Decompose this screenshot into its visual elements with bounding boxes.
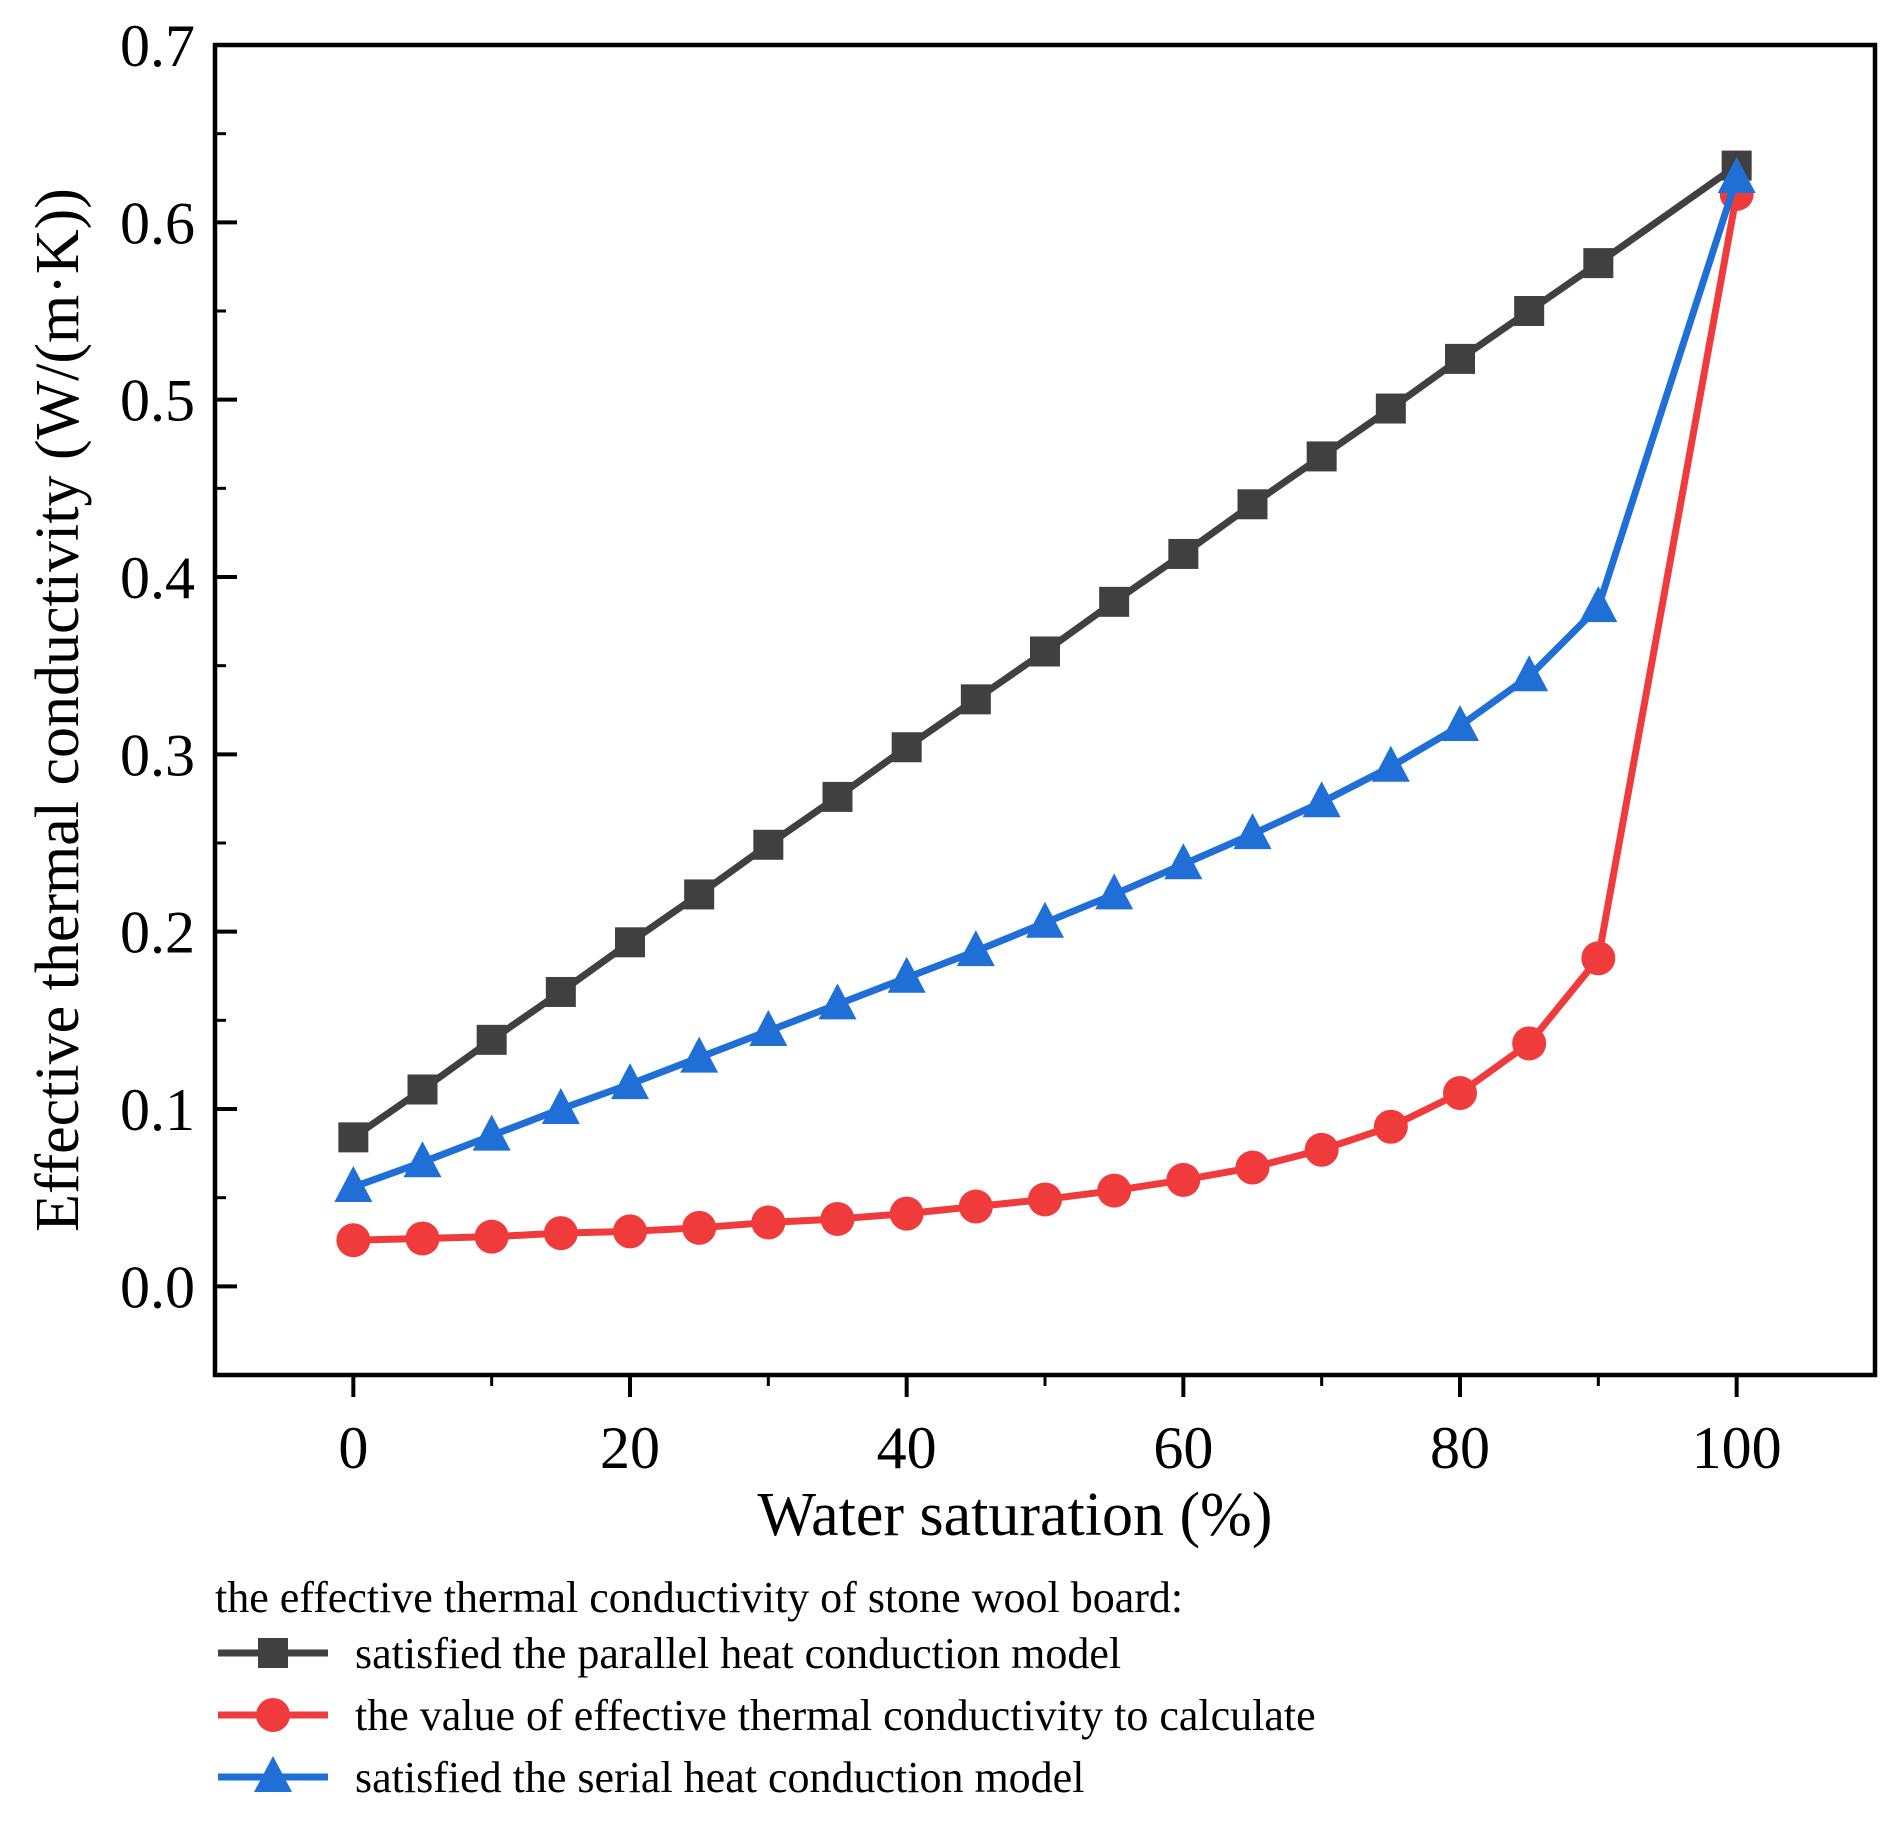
data-point-circle xyxy=(543,1216,578,1251)
x-tick-label: 100 xyxy=(1692,1415,1782,1481)
data-point-triangle xyxy=(472,1114,511,1151)
data-point-square xyxy=(1445,343,1475,374)
data-point-triangle xyxy=(1026,901,1064,938)
legend-item: satisfied the parallel heat conduction m… xyxy=(218,1629,1121,1678)
data-point-circle xyxy=(474,1219,509,1254)
data-point-triangle xyxy=(1371,745,1410,782)
data-point-triangle xyxy=(611,1063,649,1100)
y-tick-label: 0.0 xyxy=(120,1254,195,1320)
legend-marker-square xyxy=(258,1638,288,1668)
series-square xyxy=(338,150,1752,1153)
data-point-square xyxy=(1514,296,1545,326)
x-tick-label: 80 xyxy=(1430,1415,1490,1481)
data-point-square xyxy=(684,879,715,910)
legend-marker-circle xyxy=(256,1698,290,1732)
data-point-square xyxy=(1237,489,1268,520)
legend-item: the value of effective thermal conductiv… xyxy=(218,1691,1316,1740)
series-triangle xyxy=(334,157,1756,1203)
series-layer xyxy=(334,150,1756,1258)
y-tick-label: 0.5 xyxy=(120,368,195,434)
y-tick-label: 0.3 xyxy=(120,722,195,788)
data-point-circle xyxy=(820,1201,855,1236)
legend-label: satisfied the serial heat conduction mod… xyxy=(355,1753,1084,1802)
x-axis-label: Water saturation (%) xyxy=(758,1481,1273,1549)
data-point-circle xyxy=(1443,1076,1477,1111)
data-point-circle xyxy=(958,1189,993,1224)
data-point-square xyxy=(407,1074,438,1105)
y-tick-label: 0.6 xyxy=(120,190,195,256)
data-point-square xyxy=(1375,393,1406,424)
data-point-square xyxy=(338,1122,369,1153)
series-line xyxy=(353,193,1741,1244)
data-point-triangle xyxy=(1164,843,1203,880)
y-tick-label: 0.2 xyxy=(120,900,195,966)
data-point-circle xyxy=(1304,1132,1339,1167)
data-point-square xyxy=(1306,441,1337,472)
y-tick-label: 0.1 xyxy=(120,1077,195,1143)
x-tick-label: 40 xyxy=(877,1415,937,1481)
data-point-triangle xyxy=(956,930,995,967)
data-point-triangle xyxy=(541,1088,580,1124)
data-point-triangle xyxy=(403,1141,442,1178)
data-point-square xyxy=(822,781,853,812)
data-point-square xyxy=(476,1024,507,1055)
data-point-triangle xyxy=(1510,655,1549,692)
data-point-circle xyxy=(1581,941,1616,976)
data-point-square xyxy=(545,976,576,1007)
data-point-square xyxy=(960,684,991,715)
data-point-triangle xyxy=(1579,586,1618,623)
x-tick-label: 60 xyxy=(1153,1415,1213,1481)
data-point-square xyxy=(1168,538,1199,569)
data-point-square xyxy=(1583,248,1614,279)
data-point-triangle xyxy=(1441,704,1479,741)
legend-item: satisfied the serial heat conduction mod… xyxy=(218,1753,1084,1802)
legend: the effective thermal conductivity of st… xyxy=(215,1573,1316,1802)
series-circle xyxy=(336,176,1754,1258)
legend-marker-triangle xyxy=(254,1756,292,1792)
legend-label: satisfied the parallel heat conduction m… xyxy=(355,1629,1121,1678)
data-point-square xyxy=(891,732,922,763)
y-axis-ticks: 0.0 0.1 0.2 0.3 0.4 0.5 0.6 0.7 xyxy=(120,13,237,1320)
data-point-triangle xyxy=(818,983,857,1020)
data-point-circle xyxy=(1373,1109,1408,1144)
data-point-circle xyxy=(1166,1162,1201,1197)
y-axis-label: Effective thermal conductivity (W/(m·K)) xyxy=(24,188,92,1232)
data-point-triangle xyxy=(1095,873,1134,910)
data-point-triangle xyxy=(334,1166,373,1203)
data-point-square xyxy=(1030,636,1060,667)
y-tick-label: 0.4 xyxy=(120,545,195,611)
data-point-circle xyxy=(336,1223,371,1258)
x-axis-ticks: 0 20 40 60 80 100 xyxy=(338,1375,1782,1481)
data-point-circle xyxy=(1097,1173,1132,1208)
x-tick-label: 0 xyxy=(338,1415,368,1481)
data-point-circle xyxy=(1028,1182,1062,1217)
data-point-triangle xyxy=(1233,813,1272,850)
data-point-circle xyxy=(751,1205,786,1240)
data-point-square xyxy=(1099,586,1130,617)
data-point-triangle xyxy=(749,1009,788,1046)
data-point-circle xyxy=(682,1210,717,1245)
data-point-triangle xyxy=(680,1036,719,1073)
data-point-triangle xyxy=(1717,157,1756,193)
x-tick-label: 20 xyxy=(600,1415,660,1481)
data-point-triangle xyxy=(887,956,926,993)
data-point-circle xyxy=(405,1221,440,1256)
data-point-triangle xyxy=(1302,781,1341,818)
data-point-circle xyxy=(889,1196,924,1231)
data-point-square xyxy=(615,927,645,958)
y-tick-label: 0.7 xyxy=(120,13,195,79)
data-point-circle xyxy=(1235,1150,1270,1185)
data-point-square xyxy=(753,829,784,860)
data-point-circle xyxy=(1512,1026,1547,1061)
data-point-circle xyxy=(613,1214,647,1249)
legend-label: the value of effective thermal conductiv… xyxy=(355,1691,1316,1740)
legend-title: the effective thermal conductivity of st… xyxy=(215,1573,1183,1622)
